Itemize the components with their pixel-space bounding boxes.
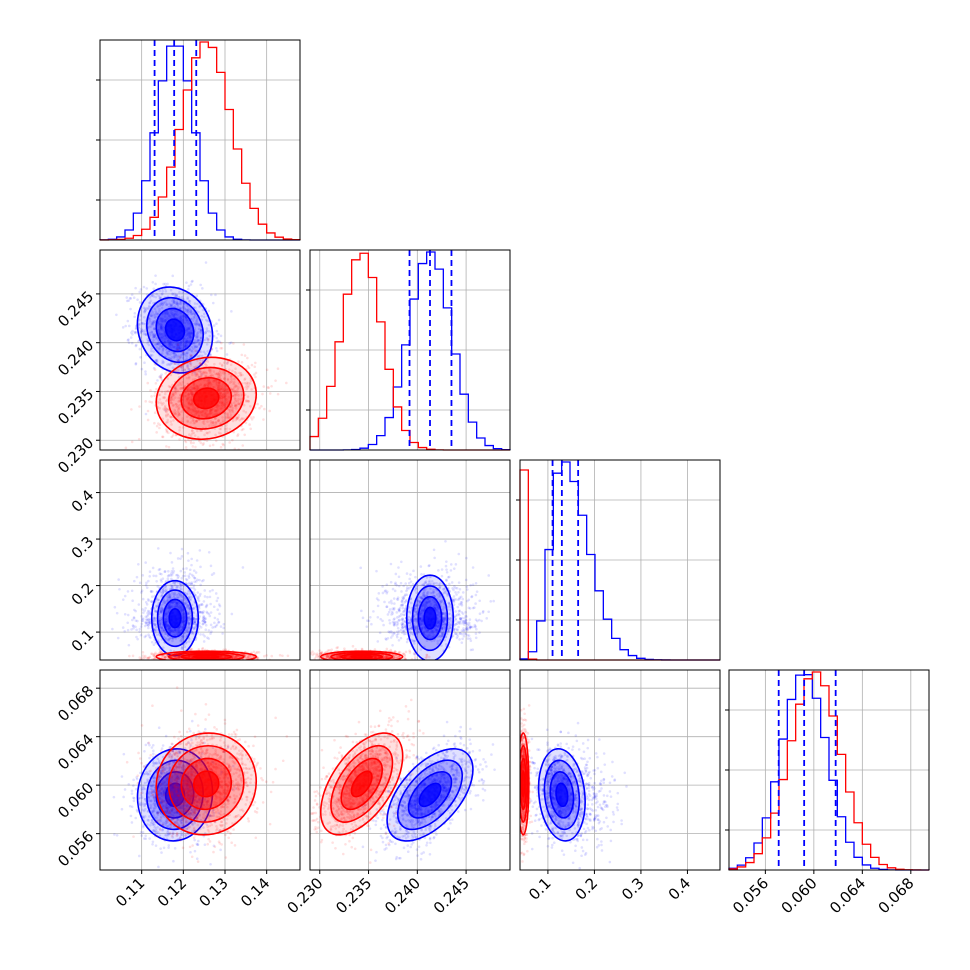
y-tick-label: 0.1 [68,626,98,656]
panel-3-2 [519,669,721,871]
x-tick-label: 0.4 [665,874,695,904]
contour-blue [155,307,195,353]
contour-red [155,732,258,836]
panel-frame [309,669,511,871]
contour-blue [164,318,186,342]
x-tick-label: 0.245 [430,874,473,917]
x-tick-label: 0.056 [729,874,772,917]
x-tick-label: 0.235 [332,874,375,917]
contour-blue [168,607,182,629]
panel-frame [99,459,301,661]
contour-blue [136,747,214,842]
contour-red [155,356,258,441]
histogram-red [728,671,930,871]
panel-frame [99,669,301,871]
contour-red [319,732,404,836]
contour-red [350,770,373,798]
contour-red [319,650,404,660]
panel-frame [519,669,721,871]
contour-red [350,654,373,659]
x-tick-label: 0.11 [112,874,148,910]
contour-red [192,387,220,410]
contour-blue [411,585,449,652]
contour-blue [549,771,575,819]
contour-blue [537,747,586,842]
contour-red [330,744,394,823]
x-tick-label: 0.12 [154,874,190,910]
contour-blue [162,598,188,638]
panel-frame [519,459,721,661]
histogram-red [99,41,301,241]
y-tick-label: 0.235 [54,385,97,428]
contour-blue [423,606,437,630]
contour-red [167,651,245,660]
contour-blue [386,747,474,842]
x-tick-label: 0.14 [237,874,273,910]
panel-frame [99,39,301,241]
contour-red [155,650,258,660]
contour-blue [407,771,453,819]
contour-red [192,654,220,659]
panel-frame [728,669,930,871]
panel-2-2 [516,459,721,661]
panel-3-1 [309,669,511,871]
contour-blue [150,579,200,657]
contour-red [192,770,220,798]
x-tick-label: 0.13 [195,874,231,910]
contour-red [167,366,245,430]
panel-frame [99,249,301,451]
contour-blue [156,589,194,648]
contour-red [520,744,529,823]
y-tick-label: 0.064 [54,730,97,773]
contour-blue [146,759,204,831]
y-tick-label: 0.230 [54,434,97,477]
y-tick-label: 0.3 [68,533,98,563]
contour-blue [417,595,443,641]
contour-red [180,757,233,811]
x-tick-label: 0.068 [875,874,918,917]
panel-frame [309,459,511,661]
contour-blue [555,782,569,808]
panel-2-0: 0.1 0.2 0.3 0.4 [68,459,301,661]
x-tick-label: 0.2 [572,874,602,904]
panel-1-0: 0.230 0.235 0.240 0.245 [54,249,301,477]
contour-blue [418,782,442,808]
y-tick-label: 0.2 [68,579,98,609]
contour-blue [397,759,463,831]
contour-red [520,732,530,836]
x-tick-label: 0.3 [618,874,648,904]
contour-blue [146,297,204,363]
y-tick-label: 0.4 [68,486,98,516]
y-tick-label: 0.245 [54,288,97,331]
contour-blue [405,574,455,660]
x-tick-label: 0.240 [381,874,424,917]
panel-frame [309,249,511,451]
contour-red [340,757,383,811]
x-tick-label: 0.1 [525,874,555,904]
panel-3-3 [725,669,930,871]
contour-blue [543,759,581,831]
contour-red [180,377,233,420]
panel-2-1 [309,459,511,661]
x-tick-label: 0.230 [283,874,326,917]
y-tick-label: 0.056 [54,827,97,870]
panel-1-1 [306,249,511,451]
contour-red [521,770,526,798]
panel-3-0: 0.056 0.060 0.064 0.068 [54,669,301,871]
contour-red [167,744,245,823]
contour-red [330,651,394,660]
y-tick-label: 0.240 [54,336,97,379]
y-tick-label: 0.068 [54,682,97,725]
x-tick-label: 0.064 [826,874,869,917]
y-tick-label: 0.060 [54,779,97,822]
panel-0-0 [96,39,301,241]
x-tick-label: 0.060 [778,874,821,917]
